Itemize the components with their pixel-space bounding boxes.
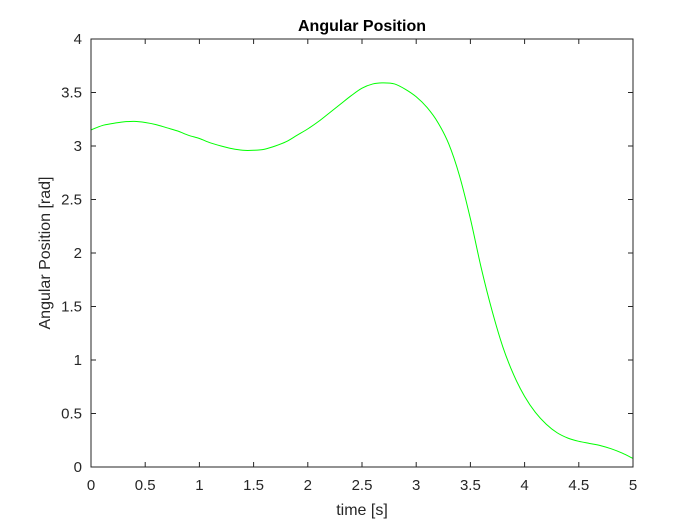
x-tick-label: 4 bbox=[520, 477, 528, 494]
y-axis-label: Angular Position [rad] bbox=[37, 177, 54, 330]
y-tick-label: 2.5 bbox=[61, 192, 82, 209]
y-tick-label: 1.5 bbox=[61, 299, 82, 316]
x-tick-label: 5 bbox=[629, 477, 637, 494]
plot-area bbox=[91, 39, 633, 467]
chart-title: Angular Position bbox=[298, 18, 426, 35]
y-tick-label: 4 bbox=[74, 31, 82, 48]
y-tick-label: 3.5 bbox=[61, 85, 82, 102]
ticks-layer: 0 0.5 1 1.5 2 2.5 3 3.5 4 4.5 5 0 0.5 1 1.5 2 2.5 3 3.5 4 bbox=[61, 31, 637, 494]
y-tick-label: 0 bbox=[74, 459, 82, 476]
x-tick-label: 3.5 bbox=[460, 477, 481, 494]
x-tick-label: 4.5 bbox=[568, 477, 589, 494]
x-axis-label: time [s] bbox=[336, 502, 388, 519]
x-tick-label: 2.5 bbox=[352, 477, 373, 494]
x-tick-label: 1.5 bbox=[243, 477, 264, 494]
y-tick-label: 3 bbox=[74, 138, 82, 155]
x-tick-label: 2 bbox=[304, 477, 312, 494]
y-tick-label: 0.5 bbox=[61, 406, 82, 423]
angular-position-line bbox=[90, 82, 634, 459]
x-tick-label: 1 bbox=[195, 477, 203, 494]
x-tick-label: 0 bbox=[87, 477, 95, 494]
x-tick-label: 0.5 bbox=[135, 477, 156, 494]
x-tick-label: 3 bbox=[412, 477, 420, 494]
y-tick-label: 1 bbox=[74, 352, 82, 369]
y-tick-label: 2 bbox=[74, 245, 82, 262]
